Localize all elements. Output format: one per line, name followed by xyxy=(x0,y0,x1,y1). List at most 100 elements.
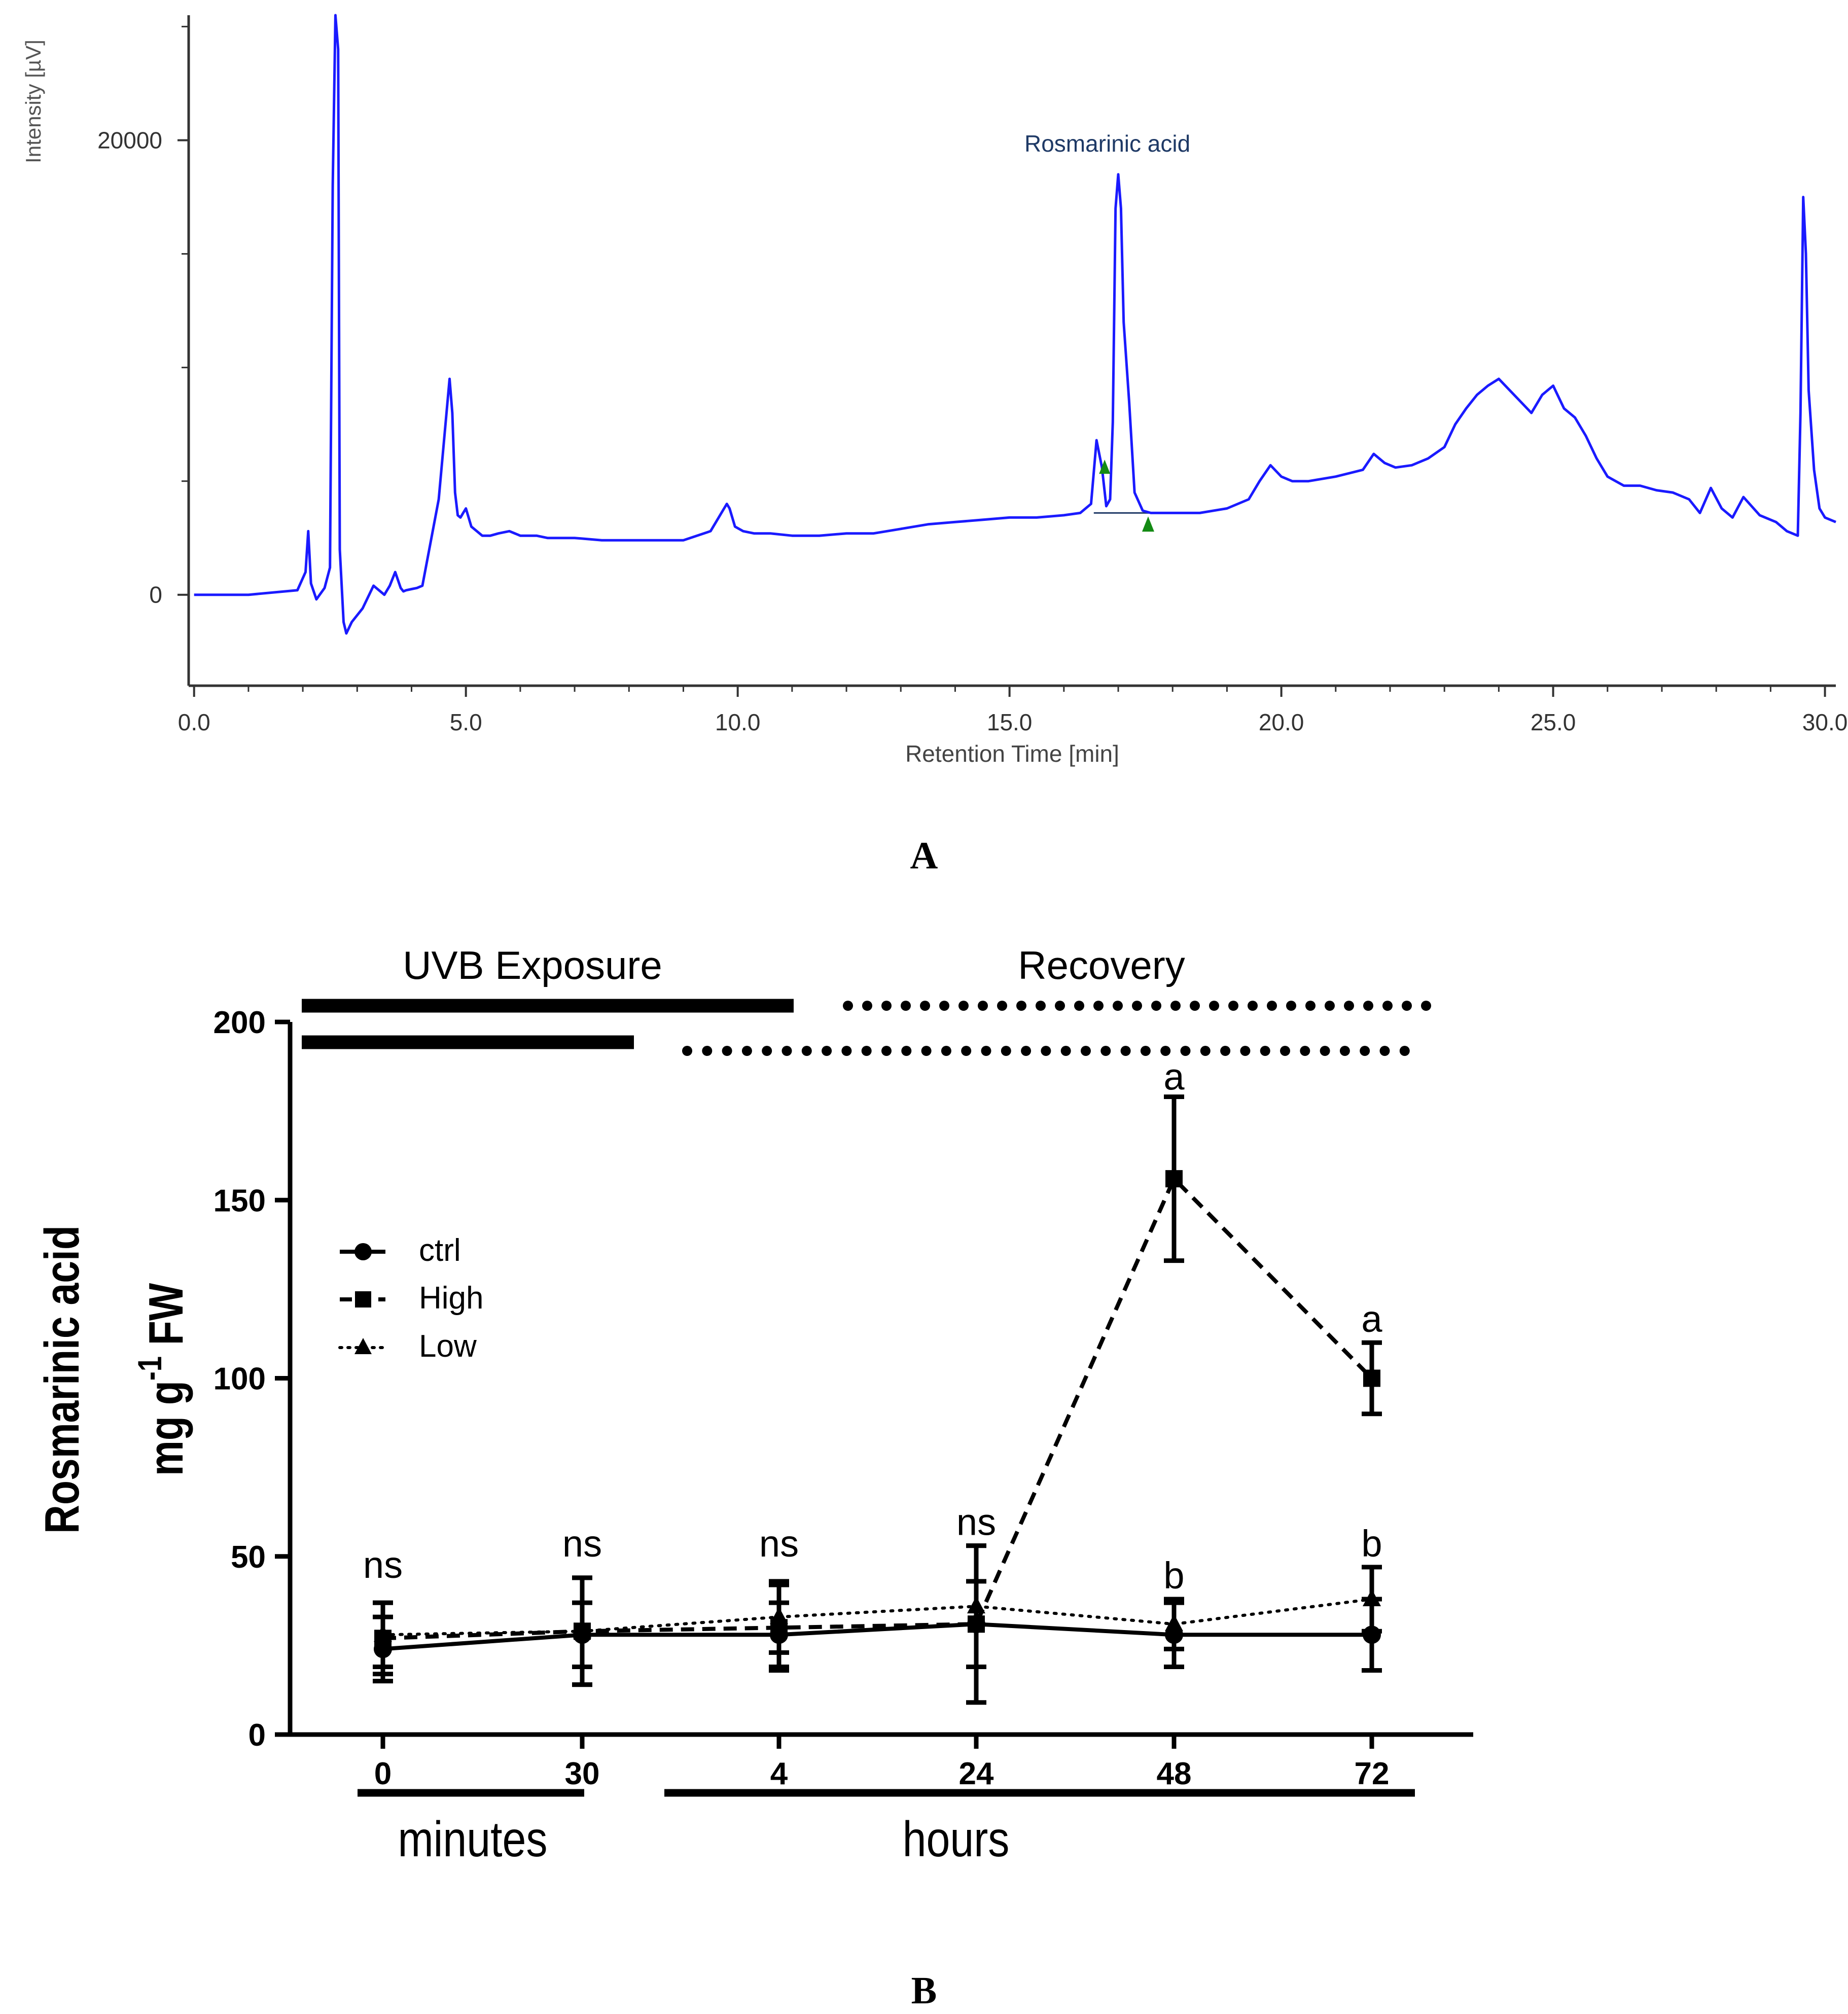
recovery-dot xyxy=(1180,1046,1191,1056)
y-axis-unit-superscript: -1 xyxy=(131,1356,168,1381)
recovery-dot xyxy=(939,1001,949,1011)
data-point-square xyxy=(968,1615,985,1633)
recovery-dot xyxy=(1402,1001,1412,1011)
data-point-circle xyxy=(1363,1626,1381,1644)
series-markers xyxy=(374,1170,1381,1658)
recovery-dot xyxy=(1267,1001,1277,1011)
data-point-square xyxy=(1165,1170,1183,1188)
recovery-dot xyxy=(1160,1046,1171,1056)
y-axis-unit-suffix: FW xyxy=(139,1283,193,1356)
panel-label-b: B xyxy=(911,1969,937,2012)
series-line-high xyxy=(382,1175,1373,1641)
recovery-dot xyxy=(1041,1046,1051,1056)
recovery-dot xyxy=(1190,1001,1200,1011)
recovery-dot xyxy=(1120,1046,1131,1056)
recovery-dot xyxy=(862,1001,872,1011)
data-point-triangle xyxy=(1165,1614,1183,1632)
recovery-dot xyxy=(801,1046,812,1056)
recovery-dot xyxy=(1055,1001,1065,1011)
y-tick-label: 150 xyxy=(214,1183,266,1218)
chromatogram-panel: 0 20000 0.0 5.0 10.0 15.0 20.0 25.0 30.0 Rosmar… xyxy=(21,14,1848,767)
recovery-dot xyxy=(941,1046,951,1056)
recovery-dot xyxy=(958,1001,969,1011)
hours-label: hours xyxy=(903,1812,1010,1867)
chromatogram-trace xyxy=(194,14,1836,635)
recovery-dot xyxy=(1260,1046,1270,1056)
y-tick-label: 50 xyxy=(231,1540,266,1575)
recovery-dot xyxy=(1170,1001,1181,1011)
y-tick-label: 200 xyxy=(214,1005,266,1040)
recovery-dot xyxy=(1016,1001,1026,1011)
recovery-dot xyxy=(901,1046,912,1056)
recovery-dot xyxy=(1074,1001,1084,1011)
recovery-dot xyxy=(1036,1001,1046,1011)
recovery-dot xyxy=(901,1001,911,1011)
x-tick-label: 15.0 xyxy=(987,709,1033,735)
significance-label: b xyxy=(1163,1554,1184,1597)
x-tick-label: 30.0 xyxy=(1802,709,1848,735)
recovery-dot xyxy=(1339,1046,1350,1056)
x-tick-label: 25.0 xyxy=(1531,709,1576,735)
legend-high-label: High xyxy=(419,1281,484,1316)
recovery-dot xyxy=(981,1046,991,1056)
recovery-dot xyxy=(881,1046,892,1056)
recovery-dot xyxy=(1421,1001,1431,1011)
significance-label: ns xyxy=(562,1523,602,1565)
significance-label: b xyxy=(1361,1523,1382,1565)
chromatogram-y-ticks: 0 20000 xyxy=(97,25,189,608)
recovery-dot xyxy=(961,1046,972,1056)
recovery-dot xyxy=(1300,1046,1310,1056)
data-point-triangle xyxy=(770,1607,788,1624)
x-tick-label: 0.0 xyxy=(178,709,210,735)
recovery-dot xyxy=(841,1046,852,1056)
recovery-dot xyxy=(1305,1001,1316,1011)
recovery-dot xyxy=(861,1046,872,1056)
recovery-dot xyxy=(1081,1046,1091,1056)
recovery-dot xyxy=(682,1046,692,1056)
recovery-dot xyxy=(702,1046,713,1056)
recovery-dot xyxy=(1382,1001,1393,1011)
recovery-dot xyxy=(1200,1046,1211,1056)
recovery-dot xyxy=(1209,1001,1219,1011)
recovery-dot xyxy=(843,1001,853,1011)
recovery-dot xyxy=(762,1046,772,1056)
recovery-dot xyxy=(1379,1046,1390,1056)
y-tick-label: 20000 xyxy=(97,127,162,153)
legend-low-triangle-icon xyxy=(354,1338,372,1354)
recovery-dot xyxy=(1286,1001,1296,1011)
recovery-dot xyxy=(822,1046,832,1056)
significance-label: a xyxy=(1163,1055,1185,1098)
recovery-dot xyxy=(881,1001,892,1011)
recovery-dot xyxy=(978,1001,988,1011)
recovery-dot xyxy=(1021,1046,1032,1056)
recovery-dot xyxy=(1344,1001,1354,1011)
data-point-triangle xyxy=(1363,1589,1381,1607)
recovery-dot xyxy=(1363,1001,1373,1011)
recovery-dot xyxy=(1399,1046,1410,1056)
x-tick-label: 24 xyxy=(959,1756,994,1791)
y-axis-title-line2: mg g-1 FW xyxy=(131,1283,193,1476)
uvb-exposure-label: UVB Exposure xyxy=(403,943,662,987)
recovery-dot xyxy=(722,1046,732,1056)
significance-label: ns xyxy=(956,1501,996,1543)
y-axis-unit-prefix: mg g xyxy=(139,1381,193,1476)
recovery-dot xyxy=(741,1046,752,1056)
recovery-dot xyxy=(1132,1001,1142,1011)
recovery-dotted-bars xyxy=(682,1001,1431,1056)
y-tick-label: 0 xyxy=(248,1718,266,1753)
peak-start-marker-icon xyxy=(1099,460,1111,474)
peak-annotation-label: Rosmarinic acid xyxy=(1024,130,1190,157)
recovery-dot xyxy=(1060,1046,1071,1056)
x-tick-label: 10.0 xyxy=(715,709,761,735)
recovery-dot xyxy=(1280,1046,1290,1056)
recovery-dot xyxy=(1100,1046,1111,1056)
series-line-low xyxy=(381,1598,1373,1637)
y-tick-label: 100 xyxy=(214,1362,266,1397)
time-x-ticks: 0 30 4 24 48 72 xyxy=(374,1735,1390,1791)
data-point-triangle xyxy=(573,1621,591,1639)
recovery-dot xyxy=(1360,1046,1370,1056)
legend-high-square-icon xyxy=(355,1291,371,1308)
y-axis-title-line1: Rosmarinic acid xyxy=(35,1225,89,1534)
panel-label-a: A xyxy=(910,834,938,877)
x-tick-label: 72 xyxy=(1355,1756,1390,1791)
